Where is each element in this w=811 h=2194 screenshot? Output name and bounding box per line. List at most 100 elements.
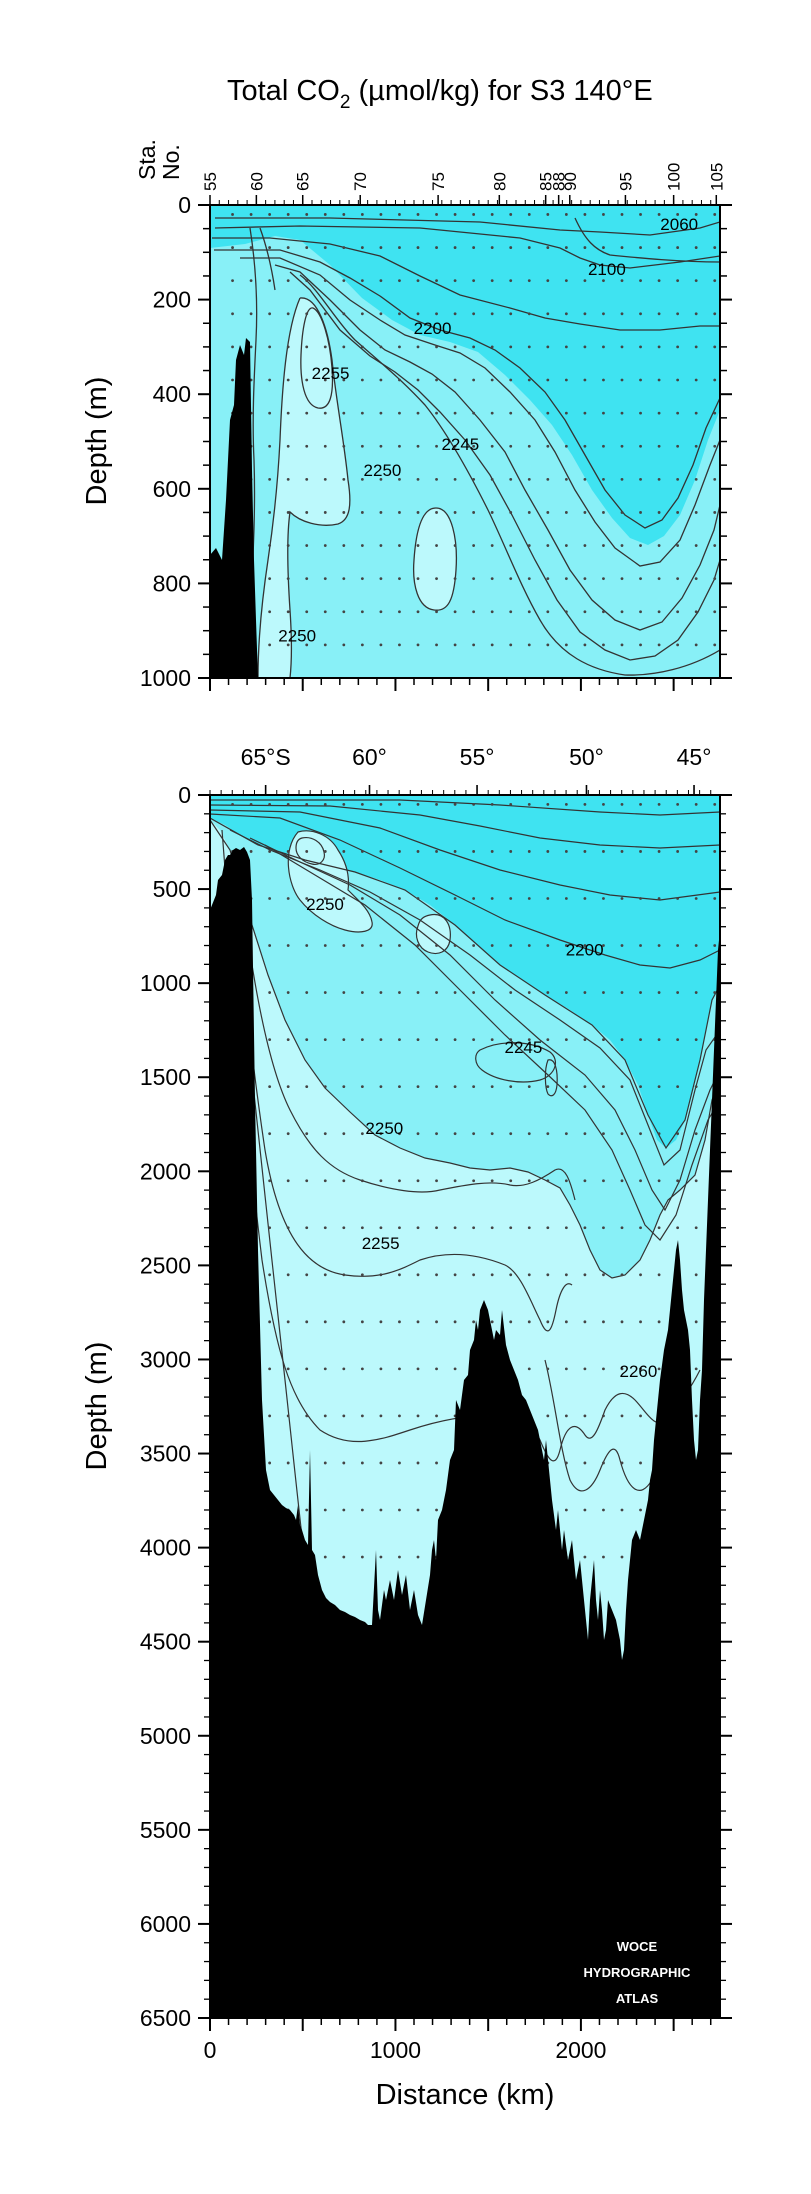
sample-dot bbox=[713, 279, 717, 283]
sample-dot bbox=[602, 991, 605, 994]
contour-label: 2250 bbox=[306, 895, 344, 914]
sample-dot bbox=[546, 444, 550, 448]
sample-dot bbox=[509, 213, 513, 216]
sample-dot bbox=[620, 511, 624, 514]
sample-dot bbox=[676, 577, 680, 581]
sample-dot bbox=[435, 544, 438, 547]
sample-dot bbox=[398, 1273, 401, 1277]
sample-dot bbox=[398, 411, 401, 415]
sample-dot bbox=[453, 444, 457, 448]
sample-dot bbox=[527, 1320, 531, 1324]
x-tick-label: 0 bbox=[204, 2037, 217, 2063]
sample-dot bbox=[602, 577, 605, 581]
sample-dot bbox=[583, 1085, 587, 1089]
sample-dot bbox=[694, 944, 698, 947]
sample-dot bbox=[360, 643, 364, 647]
sample-dot bbox=[416, 1367, 420, 1371]
sample-dot bbox=[713, 577, 717, 581]
y-tick-label: 3500 bbox=[140, 1441, 191, 1467]
sample-dot bbox=[268, 1132, 272, 1136]
sample-dot bbox=[583, 610, 587, 614]
sample-dot bbox=[657, 246, 661, 249]
sample-dot bbox=[509, 643, 513, 647]
sample-dot bbox=[620, 1367, 624, 1371]
sample-dot bbox=[286, 477, 290, 481]
latitude-tick-label: 50° bbox=[569, 744, 604, 770]
sample-dot bbox=[546, 345, 550, 349]
sample-dot bbox=[268, 544, 272, 547]
sample-dot bbox=[453, 991, 457, 994]
sample-dot bbox=[286, 544, 290, 547]
lower-contour-line bbox=[210, 809, 720, 901]
sample-dot bbox=[509, 803, 513, 806]
sample-dot bbox=[379, 1273, 383, 1277]
sample-dot bbox=[509, 1226, 513, 1230]
sample-dot bbox=[583, 1320, 587, 1324]
sample-dot bbox=[360, 345, 364, 349]
lower-contour-line bbox=[231, 859, 573, 1332]
sample-dot bbox=[268, 378, 272, 382]
sample-dot bbox=[490, 1273, 494, 1277]
sample-dot bbox=[490, 897, 494, 900]
sample-dot bbox=[323, 850, 327, 853]
sample-dot bbox=[379, 850, 383, 853]
sample-dot bbox=[564, 1461, 568, 1465]
upper-contours bbox=[212, 217, 720, 678]
sample-dot bbox=[435, 477, 438, 481]
sample-dot bbox=[527, 850, 531, 853]
sample-dot bbox=[379, 511, 383, 514]
sample-dot bbox=[639, 1461, 642, 1465]
sample-dot bbox=[694, 312, 698, 316]
sample-dot bbox=[657, 1179, 661, 1183]
sample-dot bbox=[342, 477, 346, 481]
sample-dot bbox=[305, 1461, 309, 1465]
sample-dot bbox=[472, 803, 476, 806]
sample-dot bbox=[268, 1179, 272, 1183]
sample-dot bbox=[713, 246, 717, 249]
sample-dot bbox=[694, 1132, 698, 1136]
sample-dot bbox=[453, 897, 457, 900]
sample-dot bbox=[398, 577, 401, 581]
sample-dot bbox=[268, 1414, 272, 1418]
sample-dot bbox=[268, 279, 272, 283]
lower-contour-line bbox=[210, 817, 720, 1150]
sample-dot bbox=[453, 1367, 457, 1371]
sample-dot bbox=[360, 1179, 364, 1183]
sample-dot bbox=[527, 279, 531, 283]
sample-dot bbox=[435, 1179, 438, 1183]
sample-dot bbox=[676, 511, 680, 514]
sample-dot bbox=[639, 312, 642, 316]
sample-dot bbox=[323, 378, 327, 382]
sample-dot bbox=[564, 345, 568, 349]
sample-dot bbox=[416, 803, 420, 806]
sample-dot bbox=[490, 246, 494, 249]
sample-dot bbox=[602, 411, 605, 415]
sample-dot bbox=[527, 1273, 531, 1277]
sample-dot bbox=[342, 312, 346, 316]
contour-label: 2250 bbox=[364, 461, 402, 480]
lower-fill bbox=[210, 795, 720, 2018]
sample-dot bbox=[249, 312, 253, 316]
sample-dot bbox=[620, 1508, 624, 1512]
sample-dot bbox=[546, 246, 550, 249]
sample-dot bbox=[546, 1367, 550, 1371]
sample-dot bbox=[231, 803, 234, 806]
sample-dot bbox=[342, 345, 346, 349]
station-number-text: 90 bbox=[561, 172, 580, 191]
sample-dot bbox=[509, 411, 513, 415]
sample-dot bbox=[639, 803, 642, 806]
y-tick-label: 6000 bbox=[140, 1911, 191, 1937]
sample-dot bbox=[546, 1273, 550, 1277]
sample-dot bbox=[360, 511, 364, 514]
sample-dot bbox=[416, 1226, 420, 1230]
sample-dot bbox=[398, 1414, 401, 1418]
sample-dot bbox=[564, 246, 568, 249]
sample-dot bbox=[676, 279, 680, 283]
sample-dot bbox=[305, 1508, 309, 1512]
sample-dot bbox=[286, 991, 290, 994]
sample-dot bbox=[602, 944, 605, 947]
sample-dot bbox=[286, 643, 290, 647]
sample-dot bbox=[453, 1038, 457, 1041]
sample-dot bbox=[231, 345, 234, 349]
sample-dot bbox=[509, 511, 513, 514]
